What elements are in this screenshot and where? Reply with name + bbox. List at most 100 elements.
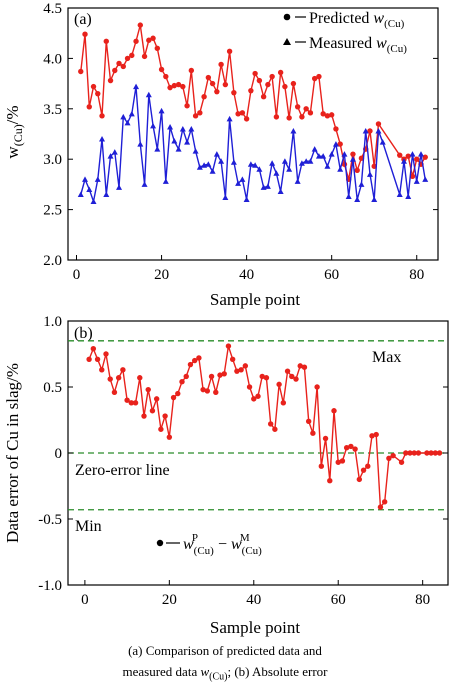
measured-point: [116, 184, 123, 190]
error-point: [221, 371, 227, 377]
measured-point: [409, 151, 416, 157]
predicted-point: [171, 82, 178, 89]
measured-point: [396, 191, 403, 197]
y-tick-label: 4.5: [43, 1, 62, 17]
predicted-point: [269, 73, 275, 80]
predicted-point: [188, 67, 195, 74]
error-point: [141, 413, 147, 419]
measured-point: [124, 119, 131, 126]
legend-measured-marker: [283, 38, 291, 45]
predicted-point: [235, 111, 241, 117]
predicted-point: [226, 48, 233, 55]
y-tick-label: 0: [55, 446, 63, 462]
measured-point: [307, 158, 314, 164]
measured-point: [358, 181, 365, 187]
measured-point: [94, 176, 101, 182]
legend-measured-label: Measured w(Cu): [309, 35, 407, 55]
measured-point: [239, 176, 246, 182]
predicted-point: [239, 110, 246, 116]
error-point: [369, 433, 375, 439]
error-point: [310, 430, 316, 436]
measured-point: [328, 151, 335, 157]
measured-point: [298, 160, 305, 166]
measured-point: [162, 178, 169, 184]
panel-b-legend: w(Cu)P − w(Cu)M: [156, 532, 262, 557]
predicted-point: [201, 94, 207, 100]
x-tick-label: 40: [246, 592, 261, 608]
measured-point: [235, 180, 242, 186]
panel-b-series: [86, 343, 443, 510]
error-point: [386, 455, 392, 461]
measured-point: [218, 158, 225, 164]
x-tick-label: 80: [415, 592, 430, 608]
measured-point: [366, 171, 373, 177]
predicted-point: [337, 141, 343, 147]
predicted-point: [197, 110, 203, 116]
measured-point: [213, 151, 220, 157]
measured-point: [320, 153, 327, 159]
predicted-point: [154, 45, 161, 52]
predicted-point: [248, 87, 254, 94]
measured-point: [256, 166, 263, 172]
measured-point: [192, 148, 199, 154]
error-point: [352, 446, 358, 452]
predicted-point: [422, 154, 428, 160]
predicted-point: [273, 114, 280, 120]
predicted-point: [99, 113, 105, 119]
predicted-point: [180, 83, 186, 90]
legend-predicted-label: Predicted w(Cu): [309, 10, 405, 30]
error-point: [373, 431, 379, 438]
predicted-point: [120, 63, 126, 70]
measured-point: [286, 166, 293, 172]
panel-a-x-ticks: 0 20 40 60 80: [73, 255, 424, 283]
y-tick-label: 0.5: [43, 380, 62, 396]
measured-point: [128, 110, 135, 117]
error-point: [94, 356, 101, 362]
measured-point: [247, 161, 254, 167]
panel-a-legend: Predicted w(Cu) Measured w(Cu): [283, 10, 407, 55]
measured-point: [375, 127, 382, 134]
error-point: [407, 450, 413, 456]
measured-point: [264, 183, 271, 189]
error-point: [331, 408, 337, 414]
measured-point: [315, 153, 322, 159]
error-point: [149, 408, 156, 414]
predicted-point: [299, 114, 305, 120]
error-point: [284, 368, 291, 374]
predicted-point: [175, 81, 182, 88]
predicted-point: [367, 128, 373, 134]
legend-error-marker: [156, 539, 164, 547]
measured-point: [243, 196, 250, 203]
error-point: [301, 364, 308, 370]
measured-point: [226, 115, 233, 122]
error-point: [381, 499, 388, 505]
measured-point: [145, 91, 152, 98]
measured-point: [252, 162, 259, 168]
predicted-point: [290, 80, 297, 87]
error-point: [120, 367, 126, 373]
error-point: [322, 435, 329, 442]
measured-series-line: [80, 86, 426, 205]
error-point: [318, 463, 325, 469]
predicted-point: [205, 74, 212, 81]
measured-point: [111, 149, 118, 155]
predicted-point: [328, 112, 335, 118]
measured-point: [281, 158, 288, 164]
error-point: [255, 393, 261, 399]
error-point: [411, 450, 417, 456]
x-tick-label: 0: [81, 592, 89, 608]
error-point: [200, 386, 206, 393]
measured-point: [222, 194, 229, 201]
predicted-point: [214, 88, 220, 95]
measured-point: [303, 158, 310, 164]
error-point: [242, 363, 249, 369]
predicted-point: [129, 52, 135, 59]
error-point: [360, 467, 367, 473]
predicted-point: [107, 77, 114, 84]
y-tick-label: 1.0: [43, 314, 62, 330]
predicted-point: [256, 77, 263, 84]
error-point: [267, 421, 274, 427]
measured-point: [379, 139, 386, 145]
error-point: [158, 426, 164, 432]
